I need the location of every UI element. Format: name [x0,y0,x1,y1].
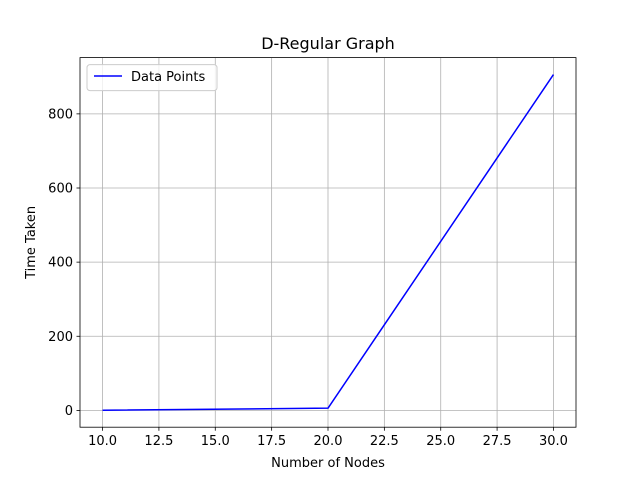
legend: Data Points [86,64,218,92]
chart-title: D-Regular Graph [261,34,395,53]
x-axis-ticks: 10.0 12.5 15.0 17.5 20.0 22.5 25.0 27.5 30.0 [88,427,568,449]
legend-label: Data Points [131,70,205,85]
x-tick-label: 17.5 [257,434,286,449]
y-tick-label: 600 [48,182,73,197]
legend-box [86,64,218,92]
grid-lines [80,57,576,428]
x-tick-label: 20.0 [314,434,343,449]
x-tick-label: 30.0 [539,434,568,449]
plot-series [102,74,555,411]
y-tick-label: 400 [48,256,73,271]
x-tick-label: 15.0 [201,434,230,449]
x-axis-label: Number of Nodes [271,456,385,471]
y-tick-label: 800 [48,107,73,122]
x-tick-label: 10.0 [88,434,117,449]
y-axis-ticks: 0 200 400 600 800 [48,107,80,419]
x-tick-label: 25.0 [426,434,455,449]
x-tick-label: 12.5 [144,434,173,449]
y-tick-label: 200 [48,330,73,345]
y-tick-label: 0 [65,404,73,419]
x-tick-label: 22.5 [370,434,399,449]
y-axis-label: Time Taken [24,206,39,280]
x-tick-label: 27.5 [483,434,512,449]
series-line-0 [102,74,555,411]
